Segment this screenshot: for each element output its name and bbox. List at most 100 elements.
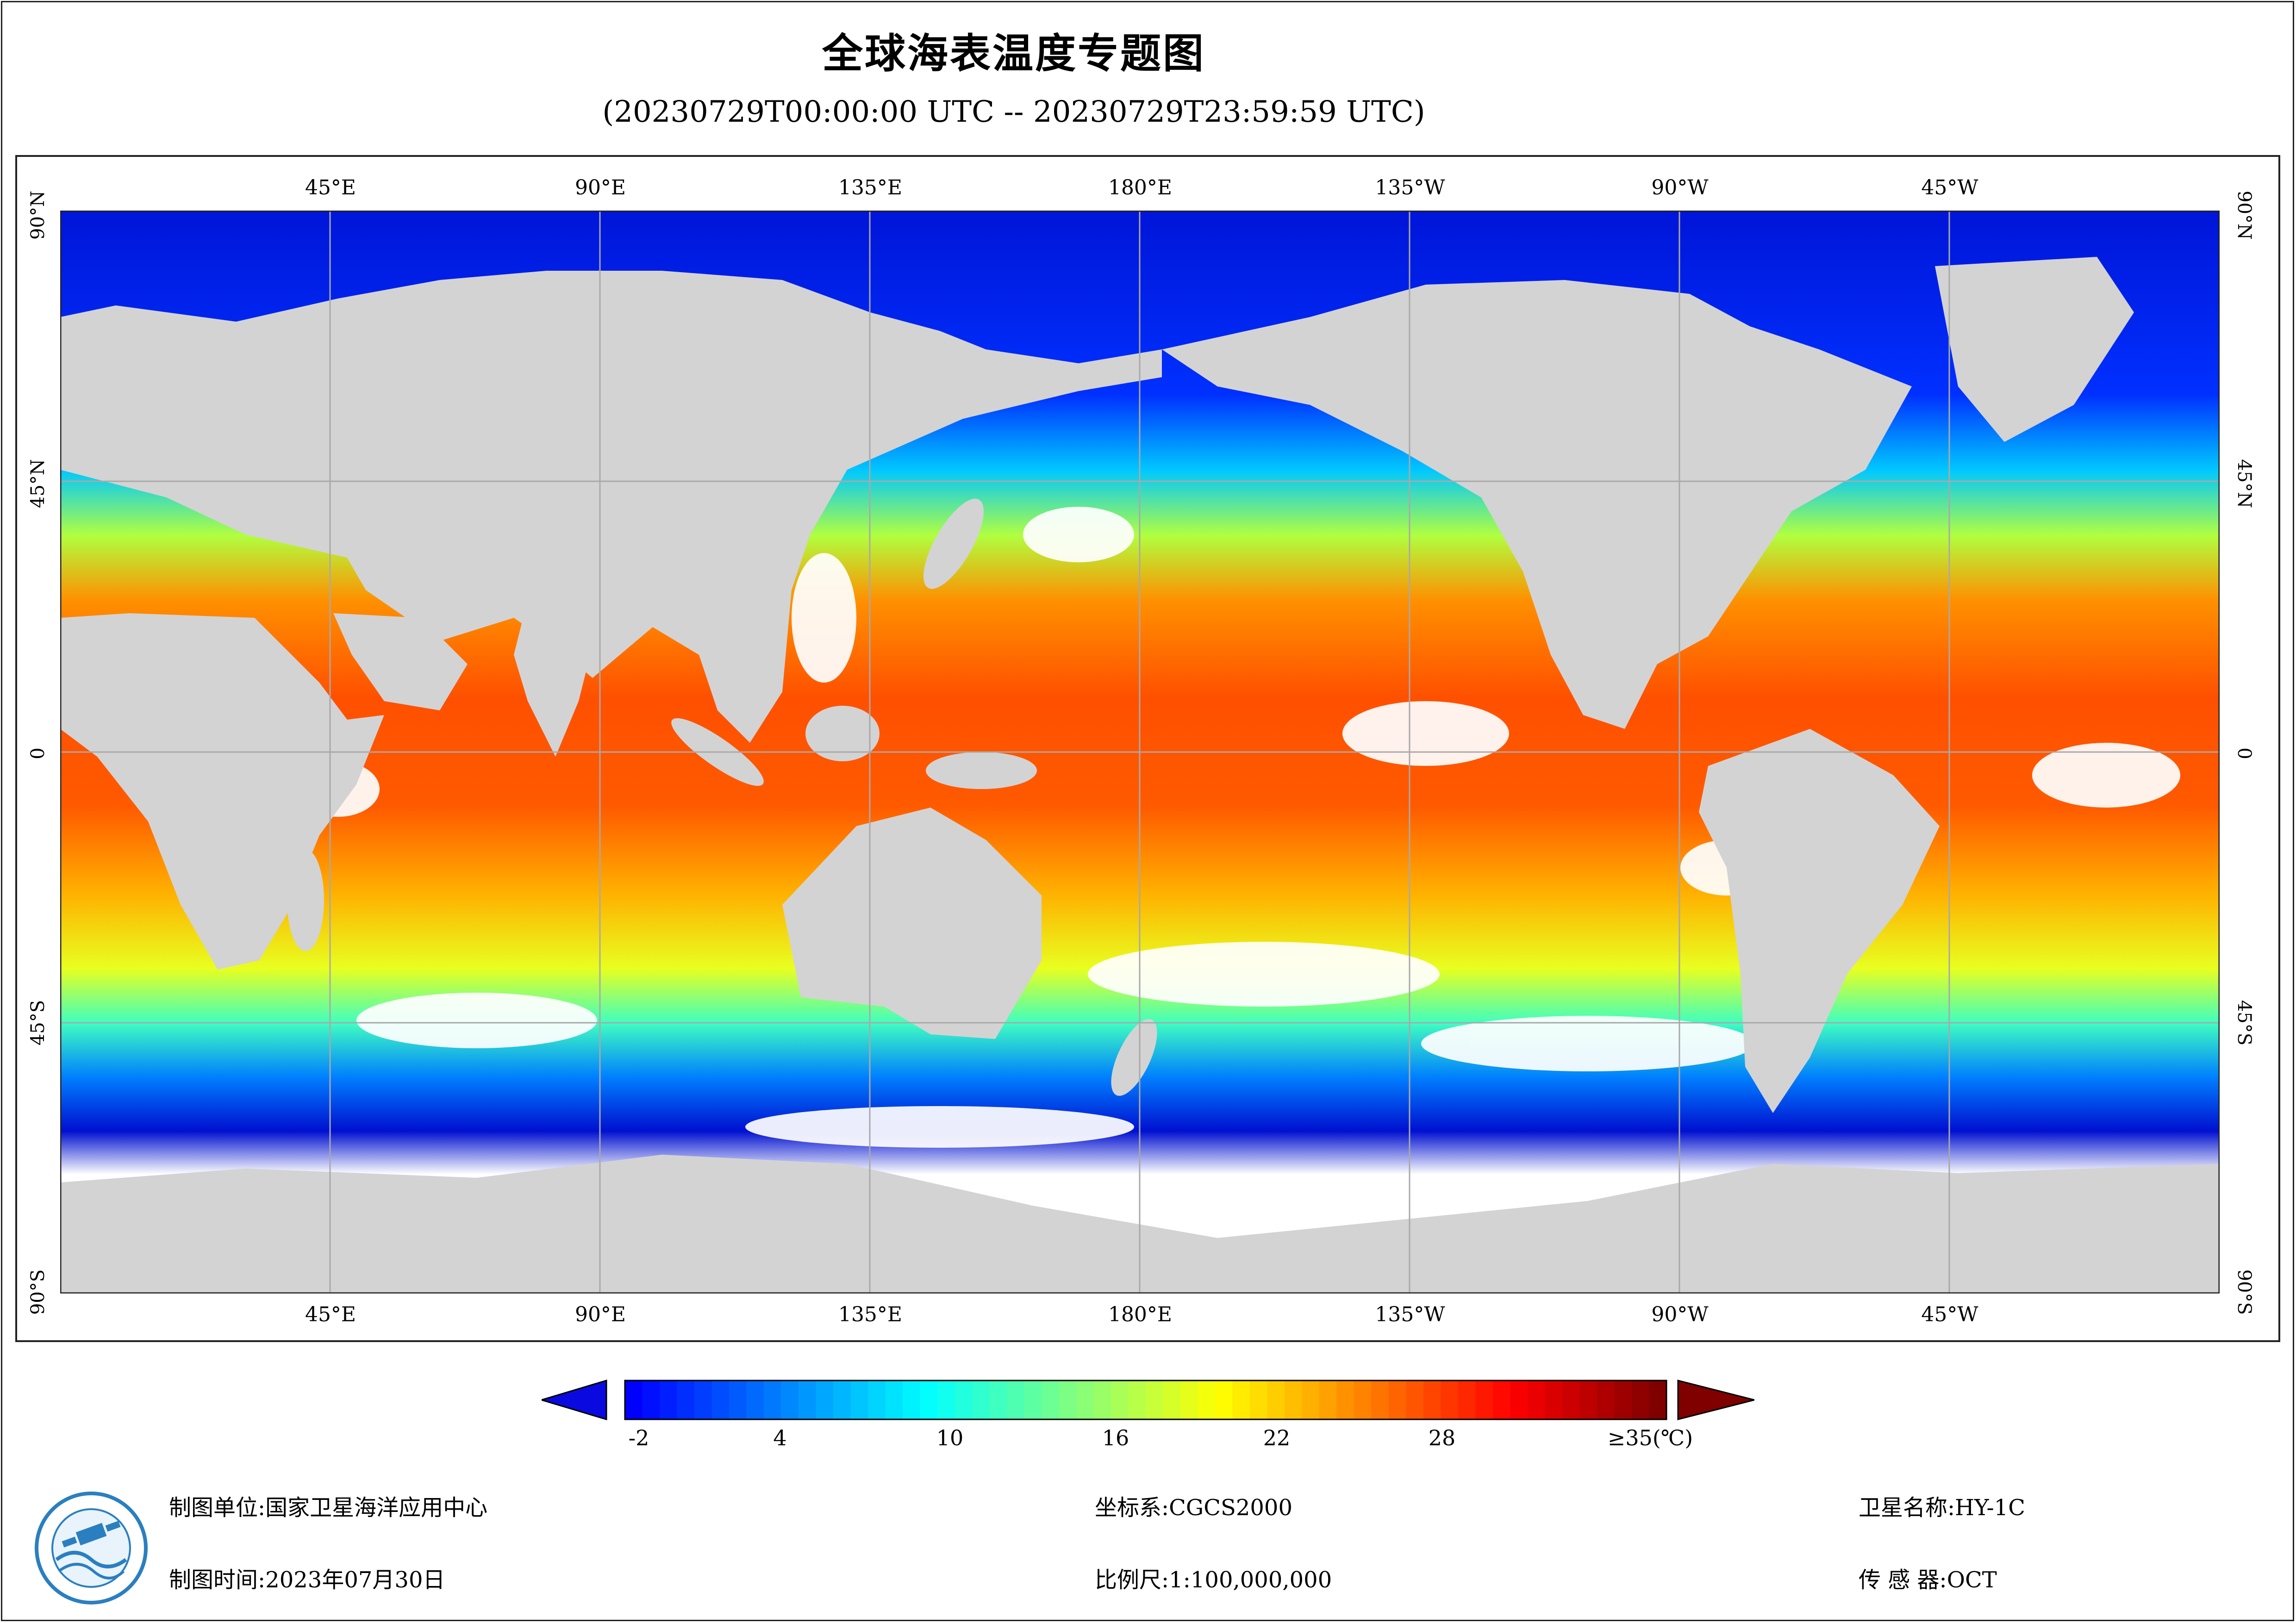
colorbar-step xyxy=(955,1380,973,1419)
lon-label-top-180e: 180°E xyxy=(1108,176,1173,199)
mapping-date: 制图时间:2023年07月30日 xyxy=(169,1567,445,1593)
lon-label-top-135w: 135°W xyxy=(1375,176,1445,199)
colorbar-step xyxy=(1510,1380,1528,1419)
colorbar-step xyxy=(1007,1380,1025,1419)
colorbar-step xyxy=(1406,1380,1424,1419)
colorbar-step xyxy=(1441,1380,1459,1419)
colorbar-step xyxy=(1128,1380,1146,1419)
colorbar-step xyxy=(1285,1380,1303,1419)
lat-label-left-45s: 45°S xyxy=(27,1000,49,1046)
colorbar-step xyxy=(833,1380,851,1419)
lat-label-left-90n: 90°N xyxy=(27,191,49,240)
lat-label-right-90s: 90°S xyxy=(2234,1269,2255,1315)
colorbar-step xyxy=(1111,1380,1129,1419)
lat-label-right-0: 0 xyxy=(2234,747,2255,759)
colorbar-step xyxy=(1562,1380,1580,1419)
colorbar-step xyxy=(1215,1380,1233,1419)
colorbar-label-35: ≥35(℃) xyxy=(1607,1425,1693,1450)
lon-label-bottom-90w: 90°W xyxy=(1651,1303,1709,1326)
land-new-zealand xyxy=(1111,1019,1157,1096)
land-australia xyxy=(782,808,1042,1039)
land-greenland xyxy=(1935,257,2134,442)
colorbar-step xyxy=(1579,1380,1597,1419)
lat-label-right-90n: 90°N xyxy=(2234,191,2255,240)
colorbar-step xyxy=(1059,1380,1077,1419)
colorbar-step xyxy=(989,1380,1007,1419)
colorbar-step xyxy=(1250,1380,1268,1419)
colorbar-step xyxy=(1632,1380,1650,1419)
colorbar-step xyxy=(764,1380,782,1419)
map-scale: 比例尺:1:100,000,000 xyxy=(1095,1567,1332,1593)
colorbar-step xyxy=(729,1380,747,1419)
colorbar-step xyxy=(1093,1380,1111,1419)
colorbar-step xyxy=(642,1380,660,1419)
colorbar-step xyxy=(920,1380,938,1419)
lon-label-bottom-180e: 180°E xyxy=(1108,1303,1173,1326)
colorbar-step xyxy=(711,1380,730,1419)
lon-label-bottom-135e: 135°E xyxy=(838,1303,903,1326)
map-frame xyxy=(15,155,2280,1342)
colorbar-label-28: 28 xyxy=(1428,1425,1456,1450)
colorbar-step xyxy=(1528,1380,1546,1419)
land-india xyxy=(514,618,597,757)
colorbar-step xyxy=(1024,1380,1042,1419)
colorbar-step xyxy=(746,1380,764,1419)
lat-label-left-45n: 45°N xyxy=(27,459,49,508)
colorbar-step xyxy=(1389,1380,1407,1419)
colorbar xyxy=(542,1379,1754,1421)
colorbar-over-arrow xyxy=(1677,1380,1754,1420)
colorbar-step xyxy=(937,1380,955,1419)
colorbar-step xyxy=(868,1380,886,1419)
lat-label-left-0: 0 xyxy=(27,747,49,759)
land-africa xyxy=(60,613,384,970)
colorbar-step xyxy=(972,1380,990,1419)
colorbar-step xyxy=(781,1380,799,1419)
colorbar-step xyxy=(1458,1380,1476,1419)
colorbar-step xyxy=(694,1380,712,1419)
colorbar-step xyxy=(660,1380,678,1419)
colorbar-step xyxy=(885,1380,903,1419)
map-inner-border xyxy=(60,211,2220,1293)
lon-label-top-45e: 45°E xyxy=(305,176,356,199)
colorbar-step xyxy=(1076,1380,1094,1419)
colorbar-step xyxy=(1146,1380,1164,1419)
colorbar-step xyxy=(1163,1380,1181,1419)
satellite-name: 卫星名称:HY-1C xyxy=(1859,1495,2025,1521)
land-south-america xyxy=(1699,729,1940,1113)
lat-label-right-45n: 45°N xyxy=(2234,459,2255,508)
colorbar-step xyxy=(1475,1380,1493,1419)
colorbar-step xyxy=(1597,1380,1615,1419)
colorbar-gradient xyxy=(625,1380,1667,1419)
sensor-name: 传 感 器:OCT xyxy=(1859,1567,1997,1593)
colorbar-frame xyxy=(624,1380,1667,1420)
coordinate-system: 坐标系:CGCS2000 xyxy=(1095,1495,1293,1521)
colorbar-label-minus2: -2 xyxy=(628,1425,649,1450)
colorbar-step xyxy=(625,1380,643,1419)
lat-label-right-45s: 45°S xyxy=(2234,1000,2255,1046)
colorbar-step xyxy=(1336,1380,1354,1419)
colorbar-under-arrow xyxy=(542,1379,607,1421)
colorbar-step xyxy=(1371,1380,1389,1419)
colorbar-label-16: 16 xyxy=(1102,1425,1129,1450)
colorbar-step xyxy=(1319,1380,1337,1419)
graticule xyxy=(60,211,2220,1293)
sst-map xyxy=(60,211,2220,1293)
colorbar-step xyxy=(903,1380,921,1419)
colorbar-step xyxy=(1180,1380,1198,1419)
lon-label-bottom-45e: 45°E xyxy=(305,1303,356,1326)
colorbar-step xyxy=(1423,1380,1441,1419)
mapping-organization: 制图单位:国家卫星海洋应用中心 xyxy=(169,1495,488,1521)
page-title: 全球海表温度专题图 xyxy=(822,30,1205,77)
colorbar-step xyxy=(1545,1380,1563,1419)
colorbar-step xyxy=(799,1380,817,1419)
colorbar-step xyxy=(1649,1380,1667,1419)
land-japan xyxy=(923,498,984,589)
colorbar-step xyxy=(1198,1380,1216,1419)
land-north-america xyxy=(1162,280,1912,729)
colorbar-step xyxy=(1354,1380,1372,1419)
colorbar-step xyxy=(1267,1380,1285,1419)
lat-label-left-90s: 90°S xyxy=(27,1269,49,1315)
time-range-subtitle: (20230729T00:00:00 UTC -- 20230729T23:59… xyxy=(602,95,1425,129)
lon-label-bottom-45w: 45°W xyxy=(1921,1303,1978,1326)
